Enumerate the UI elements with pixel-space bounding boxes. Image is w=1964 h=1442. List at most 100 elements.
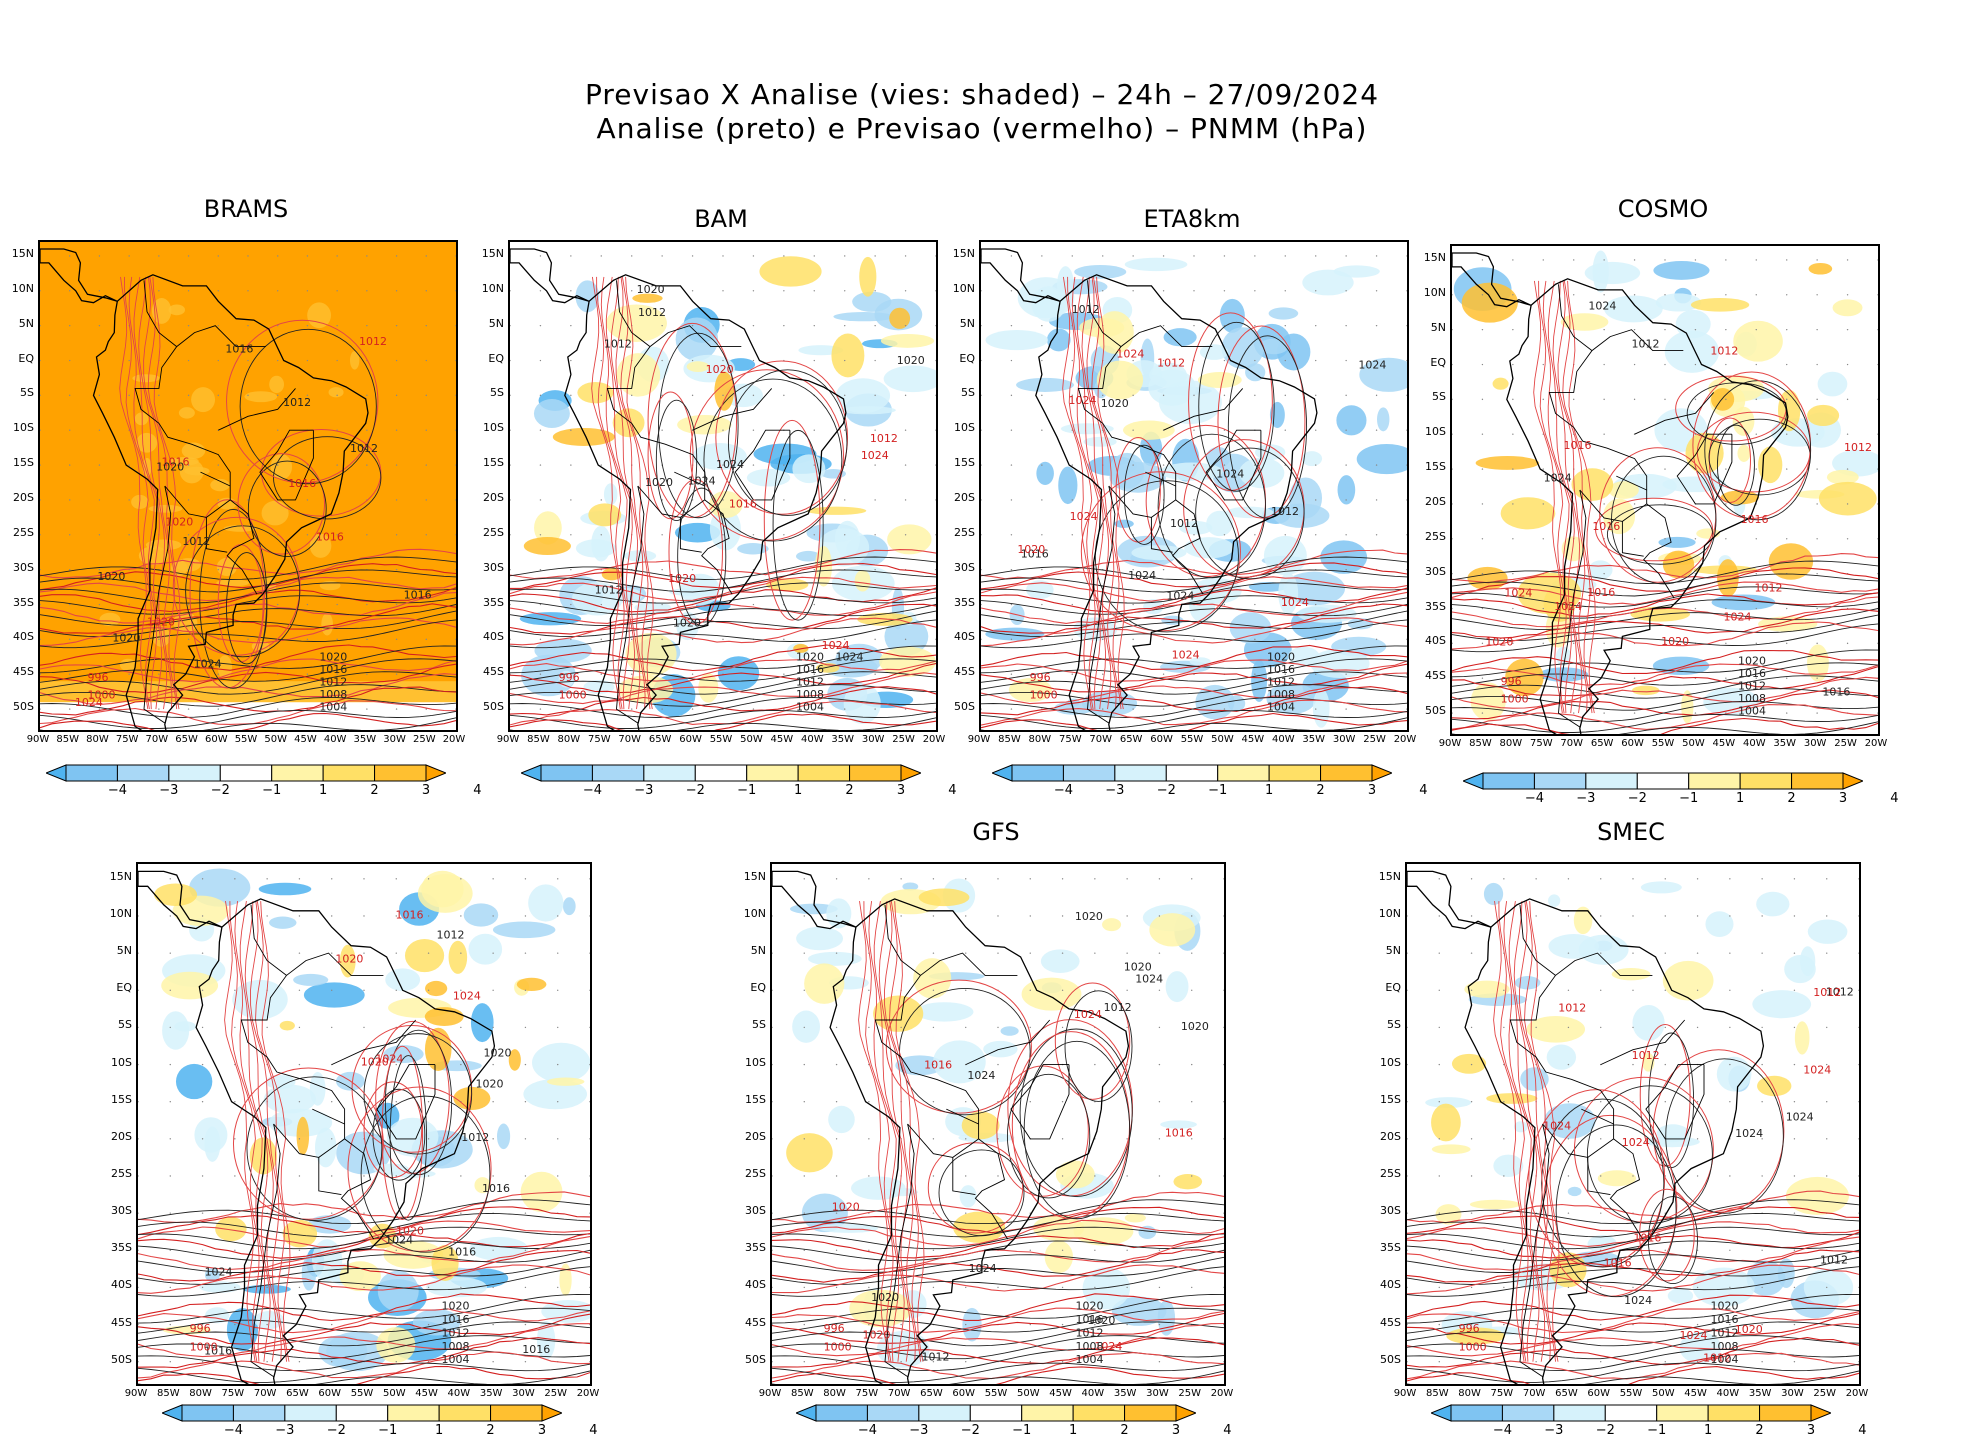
isobar-label: 1020 [1087,1314,1115,1327]
bias-blob [533,399,570,428]
bias-blob [1655,293,1702,312]
map-plot-area: 1012 1016 1016 1012 1020 1016 1016 1024 1012 1020… [1450,244,1880,736]
lon-tick-label: 30W [512,1388,535,1399]
isobar-forecast [260,901,291,1362]
bias-blob [1248,581,1288,592]
isobar-label: 1020 [1738,654,1766,667]
lat-tick-label: 5S [490,386,504,400]
colorbar-label: 3 [1367,783,1377,798]
isobar-label: 1012 [870,432,898,445]
bias-blob [1221,327,1264,369]
lon-tick-label: 65W [286,1388,309,1399]
isobar-forecast [138,1264,590,1294]
isobar-label: 1020 [862,1328,890,1341]
colorbar-extend-min [519,764,542,782]
bias-blob [883,365,936,393]
isobar-forecast [510,672,936,705]
isobar-analysis [1452,649,1878,678]
panel-title: BRAMS [203,195,289,223]
colorbar-swatch [322,764,376,782]
colorbar-label: −2 [1156,783,1176,798]
colorbar-swatch [271,764,324,782]
isobar-analysis [981,610,1407,638]
lon-tick-label: 75W [1529,738,1553,749]
bias-blob [1818,481,1877,516]
isobar-label: 1016 [1564,439,1592,452]
isobar-forecast [138,1232,590,1259]
isobar-forecast [128,276,157,710]
bias-blob [828,1105,855,1134]
isobar-analysis [772,1370,1224,1384]
bias-blob [1008,678,1052,703]
bias-blob [145,539,182,551]
isobar-label: 1004 [319,700,347,713]
isobar-label: 1024 [1786,1110,1814,1123]
isobar-forecast [1452,666,1878,697]
isobar-forecast [510,659,936,682]
lat-tick-label: EQ [959,351,975,365]
bias-blob [1584,261,1641,285]
colorbar-label: 2 [845,783,854,798]
bias-blob [470,1003,494,1043]
bias-blob [835,378,891,414]
isobar-analysis [138,1212,590,1238]
bias-blob [1514,976,1541,990]
lat-tick-label: 15S [13,456,34,470]
bias-blob [119,658,137,671]
isobar-forecast [772,1191,1224,1223]
bias-blob [692,442,747,471]
isobar-forecast [981,603,1407,634]
isobar-label: 1012 [1844,441,1872,454]
bias-blob [349,351,360,370]
bias-blob [1807,404,1840,427]
isobar-label: 1024 [1166,590,1194,603]
country-border [1581,1108,1614,1125]
lon-tick-label: 50W [264,734,288,745]
lon-tick-label: 60W [952,1388,976,1399]
isobar-label: 1012 [1104,1001,1132,1014]
isobar-label: 1008 [1710,1340,1738,1353]
colorbar-swatch [1072,1404,1126,1422]
isobar-label: 1016 [1741,513,1769,526]
colorbar-swatch [284,1404,337,1422]
bias-blob [309,533,332,558]
bias-blob [426,1276,488,1298]
bias-blob [675,317,719,362]
country-border [331,1019,417,1066]
isobar-forecast [1573,1076,1714,1223]
isobar-forecast [1452,596,1878,628]
isobar-forecast [510,700,936,726]
colorbar-swatch [387,1404,440,1422]
coastline [981,248,1061,304]
bias-blob [404,939,445,973]
isobar-analysis [273,436,382,520]
isobar-analysis [981,717,1407,730]
lat-tick-label: 5N [959,316,975,330]
isobar-forecast [138,1236,590,1271]
bias-blob [1692,1267,1755,1307]
bias-blob [1149,362,1188,388]
isobar-label: 1020 [1075,910,1103,923]
isobar-label: 1016 [1710,1313,1738,1326]
isobar-analysis [1452,662,1878,687]
lon-tick-label: 45W [1049,1388,1072,1399]
bias-blob [217,655,233,680]
isobar-forecast [1096,276,1125,710]
isobar-analysis [772,1307,1224,1334]
bias-blob [1664,330,1720,373]
country-border [205,517,228,553]
bias-blob [1746,1260,1786,1296]
isobar-label: 1008 [1738,692,1766,705]
isobar-forecast [889,901,922,1362]
isobar-analysis [1006,1073,1091,1199]
lat-tick-label: 20S [483,490,504,504]
bias-blob [961,1111,1000,1140]
isobar-forecast [1513,901,1546,1362]
isobar-analysis [138,1293,590,1324]
colorbar-swatch [1604,1404,1658,1422]
bias-blob [1046,328,1071,352]
bias-blob [1690,298,1750,312]
bias-blob [962,1307,982,1342]
bias-blob [575,280,600,313]
colorbar-label: 4 [948,783,957,798]
